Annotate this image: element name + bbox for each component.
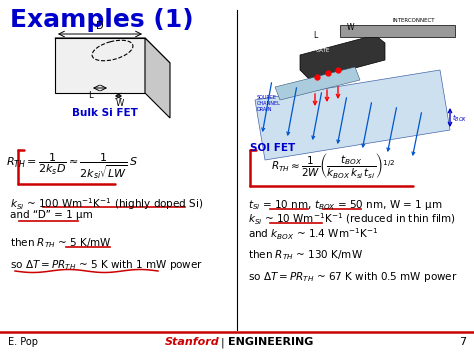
Text: L: L — [313, 31, 317, 39]
Text: INTERCONNECT: INTERCONNECT — [393, 18, 436, 23]
Polygon shape — [340, 25, 455, 37]
Text: D: D — [96, 21, 104, 31]
Text: $k_{Si}$ ~ 10 Wm$^{-1}$K$^{-1}$ (reduced in thin film): $k_{Si}$ ~ 10 Wm$^{-1}$K$^{-1}$ (reduced… — [248, 212, 456, 228]
Text: |: | — [221, 337, 225, 348]
Text: ENGINEERING: ENGINEERING — [228, 337, 313, 347]
Polygon shape — [255, 70, 450, 160]
Text: $t_{Si}$ = 10 nm, $t_{BOX}$ = 50 nm, W = 1 μm: $t_{Si}$ = 10 nm, $t_{BOX}$ = 50 nm, W =… — [248, 198, 443, 212]
Text: then $R_{TH}$ ~ 5 K/mW: then $R_{TH}$ ~ 5 K/mW — [10, 236, 112, 250]
Text: $R_{TH} \approx \dfrac{1}{2W}\left(\dfrac{t_{BOX}}{k_{BOX}\,k_{si}\,t_{si}}\righ: $R_{TH} \approx \dfrac{1}{2W}\left(\dfra… — [271, 151, 395, 180]
Text: and $k_{BOX}$ ~ 1.4 Wm$^{-1}$K$^{-1}$: and $k_{BOX}$ ~ 1.4 Wm$^{-1}$K$^{-1}$ — [248, 226, 378, 242]
Polygon shape — [275, 67, 360, 100]
Text: so $\Delta T = PR_{TH}$ ~ 5 K with 1 mW power: so $\Delta T = PR_{TH}$ ~ 5 K with 1 mW … — [10, 258, 203, 272]
Text: L: L — [88, 91, 92, 100]
Text: 7: 7 — [459, 337, 466, 347]
Polygon shape — [55, 38, 145, 93]
Text: SOI FET: SOI FET — [250, 143, 295, 153]
Text: SOURCE
CHANNEL
DRAIN: SOURCE CHANNEL DRAIN — [257, 95, 281, 111]
Text: Examples (1): Examples (1) — [10, 8, 193, 32]
Polygon shape — [55, 38, 170, 63]
Text: W: W — [116, 99, 124, 108]
Text: $R_{TH} = \dfrac{1}{2k_{s}D} \approx \dfrac{1}{2k_{si}\sqrt{LW}}\, S$: $R_{TH} = \dfrac{1}{2k_{s}D} \approx \df… — [6, 151, 138, 181]
Text: so $\Delta T = PR_{TH}$ ~ 67 K with 0.5 mW power: so $\Delta T = PR_{TH}$ ~ 67 K with 0.5 … — [248, 270, 458, 284]
Text: and “D” = 1 μm: and “D” = 1 μm — [10, 210, 93, 220]
Polygon shape — [145, 38, 170, 118]
Text: Stanford: Stanford — [165, 337, 220, 347]
Text: GATE: GATE — [316, 48, 330, 53]
Text: then $R_{TH}$ ~ 130 K/mW: then $R_{TH}$ ~ 130 K/mW — [248, 248, 363, 262]
Text: Bulk Si FET: Bulk Si FET — [72, 108, 138, 118]
Polygon shape — [300, 35, 385, 80]
Text: $k_{Si}$ ~ 100 Wm$^{-1}$K$^{-1}$ (highly doped Si): $k_{Si}$ ~ 100 Wm$^{-1}$K$^{-1}$ (highly… — [10, 196, 203, 212]
Text: W: W — [347, 22, 355, 32]
Text: $t_{BOX}$: $t_{BOX}$ — [452, 113, 467, 124]
Text: E. Pop: E. Pop — [8, 337, 38, 347]
